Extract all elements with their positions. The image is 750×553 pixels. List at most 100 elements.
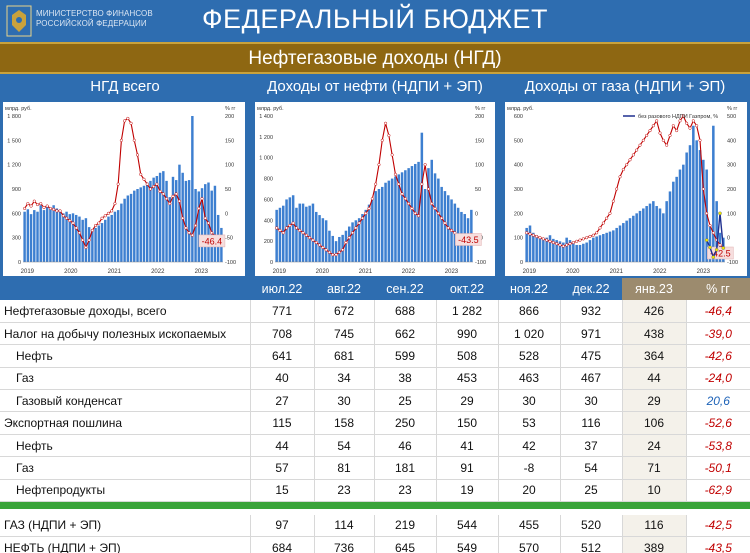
bar [204, 184, 207, 262]
pct-marker [601, 221, 605, 225]
bar [308, 205, 311, 262]
y-tick-label: 600 [264, 197, 273, 203]
pct-marker [400, 192, 404, 196]
bar [87, 227, 91, 262]
bar [155, 176, 159, 262]
bar [278, 207, 282, 262]
table-col-header: дек.22 [560, 278, 622, 300]
pct-marker [407, 202, 411, 206]
bar [688, 145, 692, 262]
bar [171, 176, 175, 262]
x-tick-label: 2019 [21, 269, 35, 275]
pct-marker [171, 194, 175, 198]
row-value: 116 [559, 411, 622, 435]
bar [291, 195, 295, 262]
y2-tick-label: 0 [225, 211, 228, 217]
y-tick-label: 1 800 [7, 114, 21, 120]
pct-marker [103, 214, 107, 218]
pct-marker [84, 245, 88, 249]
row-value: 181 [373, 456, 436, 480]
y2-axis-label: % гг [475, 106, 485, 112]
pct-marker [203, 216, 207, 220]
bar [662, 213, 665, 262]
pct-marker [197, 206, 201, 211]
pct-marker [575, 239, 579, 243]
row-value: 708 [249, 322, 314, 346]
pct-marker [347, 236, 351, 240]
bar [354, 220, 358, 262]
pct-marker [174, 192, 178, 196]
bar [324, 220, 328, 262]
pct-marker [35, 203, 40, 207]
bar [347, 226, 351, 262]
y-tick-label: 200 [264, 239, 273, 245]
row-value: 971 [559, 322, 622, 346]
bar [532, 232, 535, 262]
table-row: Газовый конденсат 27 30 25 29 30 30 29 20,6 [0, 389, 750, 413]
bar [635, 213, 638, 262]
table-row: ГАЗ (НДПИ + ЭП) 97 114 219 544 455 520 116 -42,5 [0, 514, 750, 538]
emblem-icon [6, 5, 32, 37]
pct-marker [357, 221, 361, 225]
row-value: 932 [559, 300, 622, 323]
row-label: Экспортная пошлина [0, 411, 250, 435]
row-value: 866 [497, 300, 560, 323]
bar [545, 237, 548, 262]
pct-marker [701, 187, 705, 191]
pct-marker [285, 226, 289, 230]
pct-marker [206, 221, 211, 225]
row-value: 158 [313, 411, 374, 435]
bar [33, 210, 36, 262]
bar [45, 206, 49, 262]
logo-text: МИНИСТЕРСТВО ФИНАНСОВ РОССИЙСКОЙ ФЕДЕРАЦ… [36, 9, 153, 29]
row-value: 150 [435, 411, 498, 435]
last-value-label: -42.5 [710, 249, 731, 259]
pct-marker [718, 243, 722, 247]
pct-marker [344, 240, 348, 245]
pct-marker [168, 202, 172, 206]
y2-axis-label: % гг [225, 106, 235, 112]
pct-marker [598, 226, 602, 230]
bar [535, 235, 538, 262]
pct-marker [32, 199, 36, 203]
row-value: 528 [497, 344, 560, 368]
table-row: Нефтегазовые доходы, всего 771 672 688 1 282… [0, 300, 750, 323]
pct-marker [555, 242, 559, 246]
row-value: 29 [621, 389, 686, 413]
row-value: 570 [497, 536, 560, 553]
row-pct-change: -46,4 [685, 300, 750, 323]
row-value: 771 [249, 300, 314, 323]
bar [361, 214, 364, 262]
y2-tick-label: 200 [475, 114, 484, 120]
bar [116, 210, 120, 262]
chart-ngd-total: млрд. руб. % гг 0 300 600 900 1 200 1 500 1 800 -… [3, 102, 245, 276]
pct-marker [403, 197, 407, 201]
pct-marker [387, 133, 391, 138]
bar [149, 180, 152, 262]
bar [295, 207, 298, 262]
row-value: 57 [249, 456, 314, 480]
pct-marker [658, 131, 662, 135]
x-tick-label: 2021 [610, 269, 624, 275]
pct-marker [351, 231, 355, 235]
pct-marker [152, 185, 156, 189]
y-tick-label: 1 200 [7, 163, 21, 169]
bar [84, 218, 88, 262]
pct-marker [29, 204, 33, 208]
row-value: 30 [559, 389, 622, 413]
row-value: 54 [559, 456, 622, 480]
row-value: 81 [313, 456, 374, 480]
pct-marker [651, 124, 655, 128]
pct-marker [308, 236, 312, 240]
pct-marker [288, 223, 292, 228]
bar [318, 215, 321, 262]
bar [702, 159, 705, 262]
x-tick-label: 2019 [523, 269, 537, 275]
pct-marker [393, 172, 397, 176]
adjusted-marker [714, 248, 719, 252]
pct-marker [420, 182, 424, 186]
pct-marker [354, 226, 358, 230]
pct-marker [565, 243, 569, 247]
row-value: 40 [249, 367, 314, 391]
pct-marker [337, 250, 341, 254]
